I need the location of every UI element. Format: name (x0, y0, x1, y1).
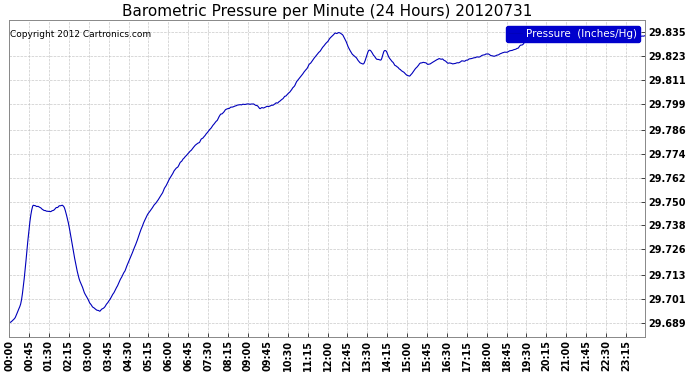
Text: Copyright 2012 Cartronics.com: Copyright 2012 Cartronics.com (10, 30, 151, 39)
Pressure  (Inches/Hg) (5, 321, 13, 325)
Pressure  (Inches/Hg) (335, 30, 343, 35)
Pressure  (Inches/Hg) (566, 35, 574, 39)
Legend: Pressure  (Inches/Hg): Pressure (Inches/Hg) (506, 26, 640, 42)
Pressure  (Inches/Hg) (218, 112, 226, 116)
Pressure  (Inches/Hg) (131, 243, 139, 248)
Pressure  (Inches/Hg) (510, 47, 518, 52)
Line: Pressure  (Inches/Hg): Pressure (Inches/Hg) (9, 33, 645, 323)
Pressure  (Inches/Hg) (427, 61, 435, 66)
Pressure  (Inches/Hg) (641, 33, 649, 38)
Pressure  (Inches/Hg) (146, 208, 155, 212)
Title: Barometric Pressure per Minute (24 Hours) 20120731: Barometric Pressure per Minute (24 Hours… (122, 4, 533, 19)
